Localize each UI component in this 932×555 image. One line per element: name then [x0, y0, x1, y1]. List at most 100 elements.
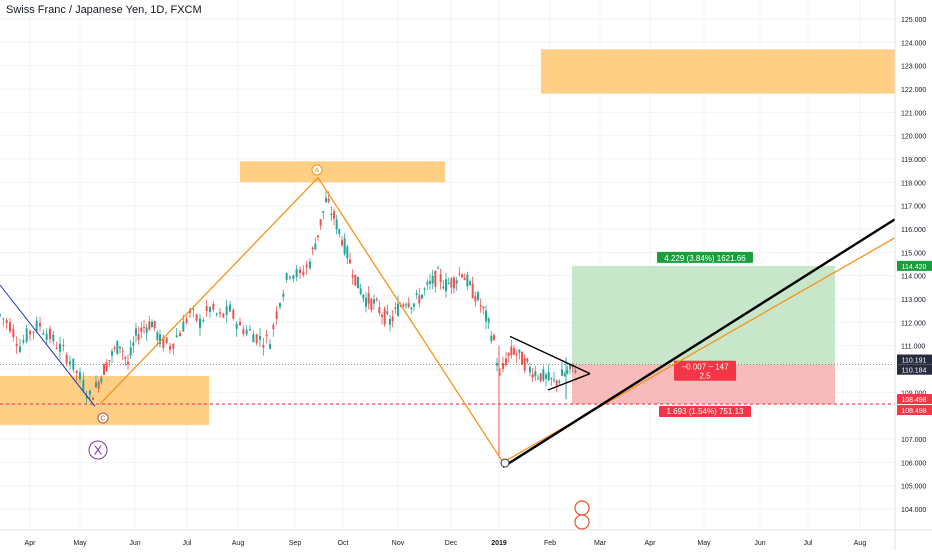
candle-body [490, 335, 493, 341]
entry-price-badge: 110.184 [902, 368, 927, 375]
candle-body [386, 311, 389, 314]
candle-body [539, 373, 542, 382]
time-tick-label: Dec [445, 540, 458, 547]
candle-body [215, 313, 218, 315]
candle-body [418, 295, 421, 304]
candle-body [354, 274, 357, 286]
candle-body [25, 328, 28, 342]
price-tick-label: 105.000 [901, 484, 926, 491]
time-axis: Apr May Jun Jul Aug Sep Oct Nov Dec 2019 Feb Mar Apr… [0, 529, 932, 547]
candle-body [482, 306, 485, 309]
candle-body [463, 278, 466, 281]
candle-body [305, 264, 308, 268]
time-tick-label: Jul [183, 540, 192, 547]
candle-body [19, 346, 21, 352]
drawings [0, 176, 899, 469]
candle-body [100, 377, 103, 383]
candle-body [479, 305, 482, 307]
candle-body [381, 314, 383, 318]
candle-body [42, 333, 45, 335]
price-tick-label: 112.000 [901, 320, 926, 327]
entry-label-line2: 2.5 [699, 372, 711, 381]
time-tick-label: Jun [754, 540, 765, 547]
candle-body [103, 364, 105, 375]
candle-body [515, 353, 518, 355]
candle-body [574, 370, 577, 373]
candle-body [255, 334, 258, 343]
candle-body [182, 321, 185, 332]
candle-body [389, 319, 391, 325]
candle-body [335, 219, 338, 230]
entry-label-bg [674, 360, 736, 381]
time-tick-label: Jul [804, 540, 813, 547]
candle-body [295, 268, 298, 278]
last-price-badge-bg [897, 354, 932, 365]
candle-body [195, 314, 198, 321]
pattern-label-c: C [100, 416, 105, 423]
candle-body [499, 373, 501, 375]
candle-body [132, 342, 135, 346]
profit-area [572, 265, 835, 365]
candle-body [458, 273, 461, 275]
candle-body [269, 344, 271, 349]
candle-body [410, 307, 413, 310]
candle-body [359, 288, 362, 295]
time-tick-label: May [73, 540, 87, 547]
candle-body [169, 345, 171, 350]
candle-body [69, 361, 71, 365]
candle-body [375, 299, 378, 301]
candle-body [127, 361, 129, 365]
zone-upper-supply [541, 49, 895, 94]
candle-body [45, 333, 48, 340]
price-tick-label: 122.000 [901, 87, 926, 94]
candle-body [219, 312, 221, 314]
candle-body [162, 337, 165, 348]
candle-body [394, 307, 397, 309]
candle-body [275, 311, 278, 319]
price-tick-label: 104.000 [901, 507, 926, 514]
time-tick-label: Oct [338, 540, 349, 547]
candle-body [550, 378, 553, 380]
candle-body [518, 349, 521, 353]
candle-body [314, 243, 317, 250]
candle-body [397, 303, 399, 316]
candle-body [542, 369, 545, 381]
time-tick-label: Apr [645, 540, 657, 547]
black-trendline [502, 216, 899, 469]
candle-body [423, 288, 426, 290]
candle-body [108, 360, 111, 362]
candle-body [39, 322, 41, 327]
zone-a-zone [240, 161, 445, 183]
candle-body [172, 343, 175, 349]
candle-body [105, 362, 108, 372]
candle-body [175, 335, 178, 338]
candle-body [469, 281, 471, 285]
candle-body [113, 347, 116, 349]
entry-label-line1: −0.007 ~ 147 [681, 363, 729, 372]
candle-body [5, 320, 8, 324]
candle-body [431, 275, 434, 284]
candle-body [317, 235, 319, 238]
candle-body [85, 396, 88, 399]
candle-body [507, 353, 510, 356]
price-tick-label: 113.000 [901, 297, 926, 304]
candle-body [383, 308, 386, 325]
candle-body [402, 304, 405, 307]
candle-body [529, 367, 531, 373]
candle-body [439, 274, 442, 283]
candle-body [343, 238, 346, 255]
entry-price-badge-bg [897, 364, 932, 375]
candle-body [209, 306, 211, 312]
candles [0, 191, 577, 458]
candle-body [534, 371, 537, 377]
time-tick-label: Jun [129, 540, 140, 547]
candle-body [561, 369, 563, 376]
candle-body [338, 229, 341, 234]
candle-body [72, 358, 75, 370]
candle-body [445, 279, 447, 292]
stop-price-badge-a-bg [897, 394, 932, 405]
candle-body [537, 377, 539, 379]
